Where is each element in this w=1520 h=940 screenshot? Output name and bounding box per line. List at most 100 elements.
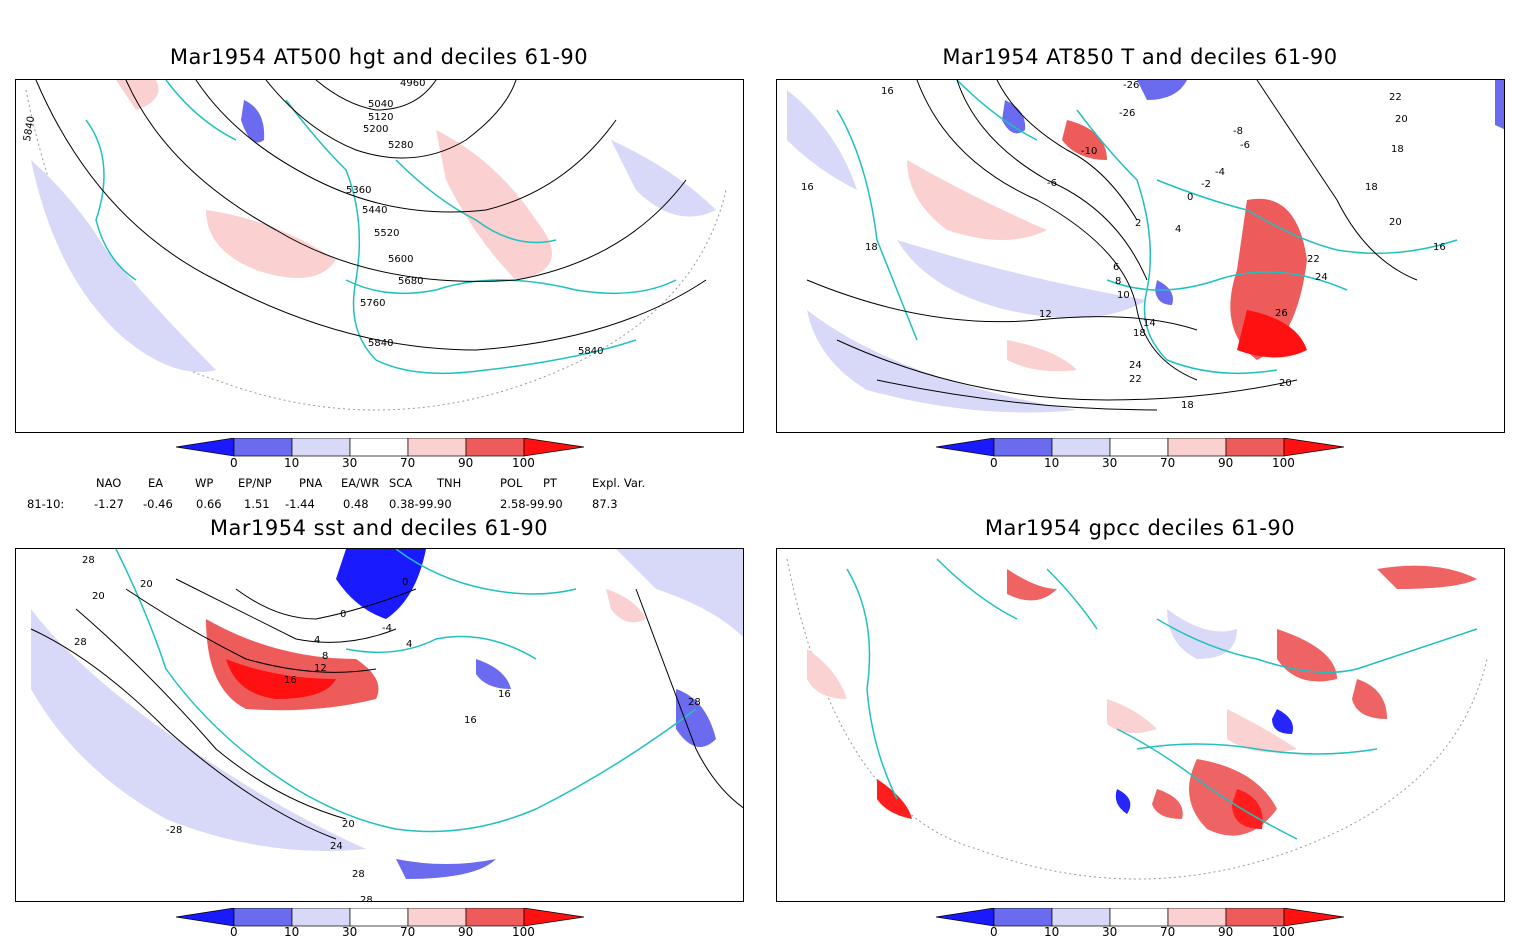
svg-text:5840: 5840 [22, 115, 37, 142]
index-header: EP/NP [238, 476, 272, 490]
colorbar: 0 10 30 70 90 100 [935, 437, 1346, 478]
shading-blue [676, 689, 716, 747]
colorbar: 0 10 30 70 90 100 [175, 907, 586, 940]
svg-text:4: 4 [1175, 224, 1181, 235]
svg-text:16: 16 [464, 715, 477, 726]
svg-text:4: 4 [314, 635, 320, 646]
svg-text:14: 14 [1143, 318, 1156, 329]
svg-text:22: 22 [1389, 92, 1402, 103]
svg-text:5520: 5520 [374, 228, 399, 239]
index-header: POL [500, 476, 523, 490]
svg-text:4960: 4960 [400, 80, 425, 89]
svg-text:2: 2 [1135, 218, 1141, 229]
map-2-svg: -26 -26 -10 -8 -6 -6 -4 -2 0 2 4 6 8 10 … [787, 80, 1504, 413]
svg-text:5360: 5360 [346, 185, 371, 196]
shading-blue [396, 859, 496, 879]
map-domain-outline [25, 89, 727, 411]
index-row-label: 81-10: [27, 497, 65, 511]
index-value: -0.46 [143, 497, 173, 511]
index-header: EA/WR [341, 476, 380, 490]
index-value: 0.48 [343, 497, 369, 511]
svg-text:28: 28 [74, 637, 87, 648]
svg-text:26: 26 [1275, 308, 1288, 319]
svg-text:-26: -26 [1119, 108, 1135, 119]
svg-text:5440: 5440 [362, 205, 387, 216]
svg-text:12: 12 [1039, 309, 1052, 320]
index-header: EA [148, 476, 164, 490]
shading-pink [116, 80, 159, 110]
contour-labels: -26 -26 -10 -8 -6 -6 -4 -2 0 2 4 6 8 10 … [801, 80, 1446, 411]
index-value: 87.3 [592, 497, 618, 511]
shading-pink [606, 589, 646, 623]
index-header: TNH [437, 476, 462, 490]
panel-3-title: Mar1954 sst and deciles 61-90 [209, 516, 549, 540]
svg-text:5040: 5040 [368, 99, 393, 110]
svg-text:12: 12 [314, 663, 327, 674]
coastline [836, 80, 1458, 375]
shading-blue [1495, 80, 1504, 130]
shading-blue [787, 90, 857, 190]
map-domain-outline [786, 558, 1488, 880]
panel-4-title: Mar1954 gpcc deciles 61-90 [984, 516, 1296, 540]
index-value: -1.44 [285, 497, 315, 511]
svg-text:24: 24 [330, 841, 343, 852]
svg-text:16: 16 [801, 182, 814, 193]
svg-text:18: 18 [1391, 144, 1404, 155]
svg-text:18: 18 [865, 242, 878, 253]
svg-text:5760: 5760 [360, 298, 385, 309]
svg-text:6: 6 [1113, 262, 1119, 273]
svg-text:-2: -2 [1201, 179, 1211, 190]
index-value: 0.38-99.90 [389, 497, 452, 511]
index-header: WP [195, 476, 214, 490]
svg-text:28: 28 [360, 895, 373, 902]
svg-text:5600: 5600 [388, 254, 413, 265]
svg-text:20: 20 [342, 819, 355, 830]
svg-text:28: 28 [688, 697, 701, 708]
coastline [115, 549, 697, 833]
svg-text:20: 20 [92, 591, 105, 602]
shading-blue [897, 240, 1147, 318]
shading-blue [31, 160, 216, 372]
svg-text:28: 28 [352, 869, 365, 880]
svg-text:24: 24 [1129, 360, 1142, 371]
svg-text:20: 20 [140, 579, 153, 590]
svg-text:5120: 5120 [368, 112, 393, 123]
shading-blue [807, 310, 1077, 413]
shading-pink [226, 659, 336, 699]
precip-shading [807, 565, 1477, 836]
svg-text:28: 28 [82, 555, 95, 566]
svg-text:16: 16 [498, 689, 511, 700]
shading-blue [476, 659, 511, 689]
svg-text:18: 18 [1365, 182, 1378, 193]
svg-text:0: 0 [340, 609, 346, 620]
svg-text:16: 16 [284, 675, 297, 686]
map-panel-geopotential-height: 4960 5040 5120 5200 5280 5360 5440 5520 … [15, 79, 744, 433]
shading-blue [241, 100, 265, 143]
svg-text:20: 20 [1395, 114, 1408, 125]
svg-text:24: 24 [1315, 272, 1328, 283]
svg-text:5840: 5840 [578, 346, 603, 357]
index-header: Expl. Var. [592, 476, 646, 490]
colorbar: 0 10 30 70 90 100 [935, 907, 1346, 940]
contour-labels: 28 20 20 28 0 0 4 4 8 12 16 16 -4 16 28 … [74, 555, 701, 902]
svg-text:16: 16 [881, 86, 894, 97]
contour-labels: 4960 5040 5120 5200 5280 5360 5440 5520 … [22, 80, 603, 357]
svg-text:20: 20 [1389, 217, 1402, 228]
map-4-svg [786, 558, 1488, 880]
svg-text:5680: 5680 [398, 276, 423, 287]
index-header: PNA [299, 476, 323, 490]
map-panel-850-temperature: -26 -26 -10 -8 -6 -6 -4 -2 0 2 4 6 8 10 … [776, 79, 1505, 433]
map-panel-gpcc-precip [776, 548, 1505, 902]
svg-text:-4: -4 [1215, 167, 1225, 178]
svg-text:-10: -10 [1081, 146, 1097, 157]
svg-text:0: 0 [1187, 192, 1193, 203]
svg-text:8: 8 [322, 651, 328, 662]
map-panel-sst: 28 20 20 28 0 0 4 4 8 12 16 16 -4 16 28 … [15, 548, 744, 902]
svg-text:-26: -26 [1123, 80, 1139, 91]
svg-text:-6: -6 [1240, 140, 1250, 151]
panel-1-title: Mar1954 AT500 hgt and deciles 61-90 [169, 45, 589, 69]
colorbar: 0 10 30 70 90 100 [175, 437, 586, 478]
index-value: 2.58-99.90 [500, 497, 563, 511]
svg-text:5840: 5840 [368, 338, 393, 349]
index-header: SCA [389, 476, 413, 490]
